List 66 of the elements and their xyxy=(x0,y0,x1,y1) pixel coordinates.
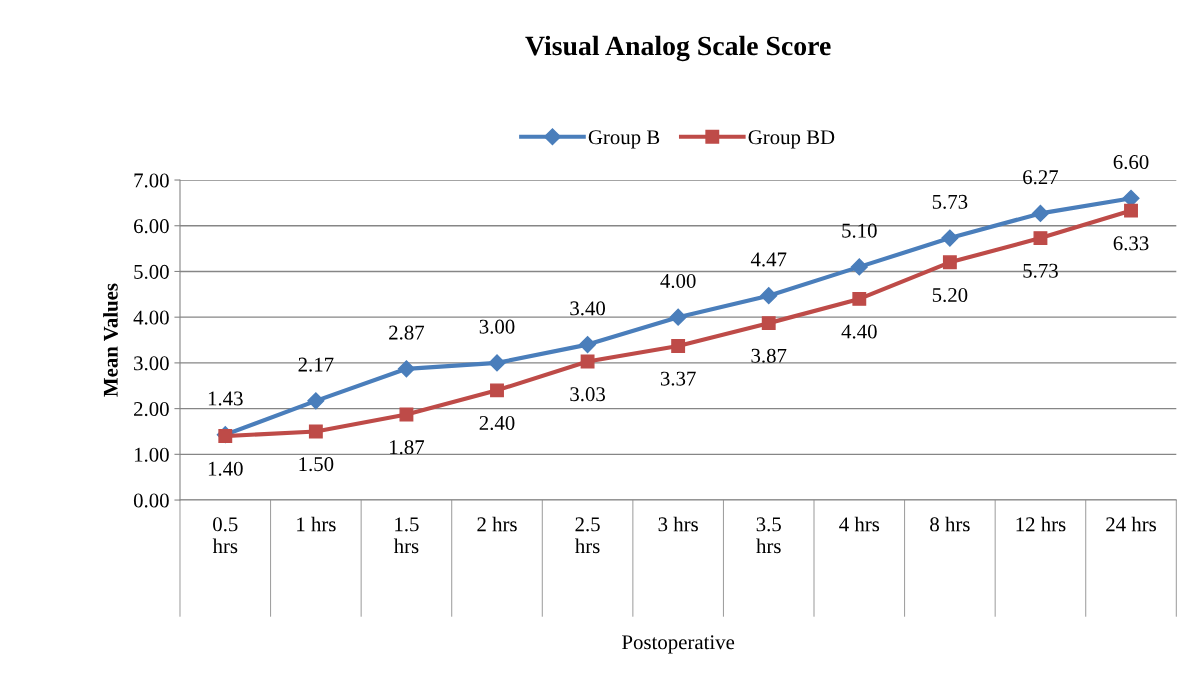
point xyxy=(1124,203,1138,218)
chart-title: Visual Analog Scale Score xyxy=(525,35,831,62)
legend-label: Group B xyxy=(588,130,660,149)
data-label: 4.00 xyxy=(660,273,696,289)
data-label: 2.87 xyxy=(389,325,425,340)
point xyxy=(850,258,868,276)
y-tick-label: 7.00 xyxy=(134,173,169,188)
data-label: 5.73 xyxy=(1023,263,1058,278)
x-tick-label: 2.5 hrs xyxy=(575,517,600,554)
y-tick-label: 3.00 xyxy=(134,356,169,371)
point xyxy=(580,354,595,369)
point xyxy=(671,339,686,353)
data-label: 4.40 xyxy=(841,324,877,339)
data-label: 5.10 xyxy=(842,223,877,238)
y-tick-label: 6.00 xyxy=(134,219,169,234)
point xyxy=(307,392,325,410)
point xyxy=(1033,231,1048,246)
data-label: 6.33 xyxy=(1113,236,1149,251)
x-tick-label: 12 hrs xyxy=(1016,516,1066,532)
data-label: 5.73 xyxy=(932,194,968,209)
point xyxy=(942,255,957,270)
y-axis-title: Mean Values xyxy=(103,283,118,397)
data-label: 1.87 xyxy=(390,440,425,455)
point xyxy=(760,287,778,305)
point xyxy=(941,229,959,247)
point xyxy=(579,336,597,354)
x-tick-label: 2 hrs xyxy=(477,516,517,532)
point xyxy=(397,360,415,378)
data-label: 2.40 xyxy=(479,415,515,431)
data-label: 1.50 xyxy=(299,457,334,472)
data-label: 3.87 xyxy=(751,348,787,363)
data-label: 3.00 xyxy=(479,319,515,334)
x-tick-label: 1 hrs xyxy=(297,516,336,532)
data-label: 3.40 xyxy=(570,301,606,316)
point xyxy=(308,424,323,439)
data-label: 1.40 xyxy=(208,461,243,476)
data-label: 1.43 xyxy=(208,391,243,406)
y-tick-label: 4.00 xyxy=(133,310,169,325)
x-tick-label: 3.5 hrs xyxy=(756,517,781,554)
point xyxy=(852,291,867,306)
point xyxy=(488,354,506,372)
y-tick-label: 1.00 xyxy=(134,447,169,462)
x-tick-label: 24 hrs xyxy=(1106,516,1157,532)
data-label: 5.20 xyxy=(932,287,968,303)
x-tick-label: 1.5 hrs xyxy=(393,517,419,554)
point xyxy=(761,316,776,331)
x-tick-label: 8 hrs xyxy=(930,516,970,532)
legend-label: Group BD xyxy=(748,130,835,149)
data-label: 2.17 xyxy=(298,357,334,372)
point xyxy=(399,407,414,422)
x-tick-label: 3 hrs xyxy=(658,516,698,532)
x-tick-label: 0.5 hrs xyxy=(212,517,238,554)
y-tick-label: 5.00 xyxy=(134,264,169,279)
data-label: 6.27 xyxy=(1023,170,1059,185)
y-tick-label: 2.00 xyxy=(134,401,169,417)
point xyxy=(218,429,233,443)
point xyxy=(1031,204,1049,222)
data-label: 3.37 xyxy=(660,371,696,386)
x-axis-title: Postoperative xyxy=(622,635,735,654)
data-label: 3.03 xyxy=(570,387,605,402)
x-tick-label: 4 hrs xyxy=(839,516,880,532)
data-label: 6.60 xyxy=(1113,155,1149,170)
point xyxy=(669,308,687,326)
point xyxy=(490,383,504,398)
data-label: 4.47 xyxy=(750,252,787,267)
y-tick-label: 0.00 xyxy=(133,493,169,508)
